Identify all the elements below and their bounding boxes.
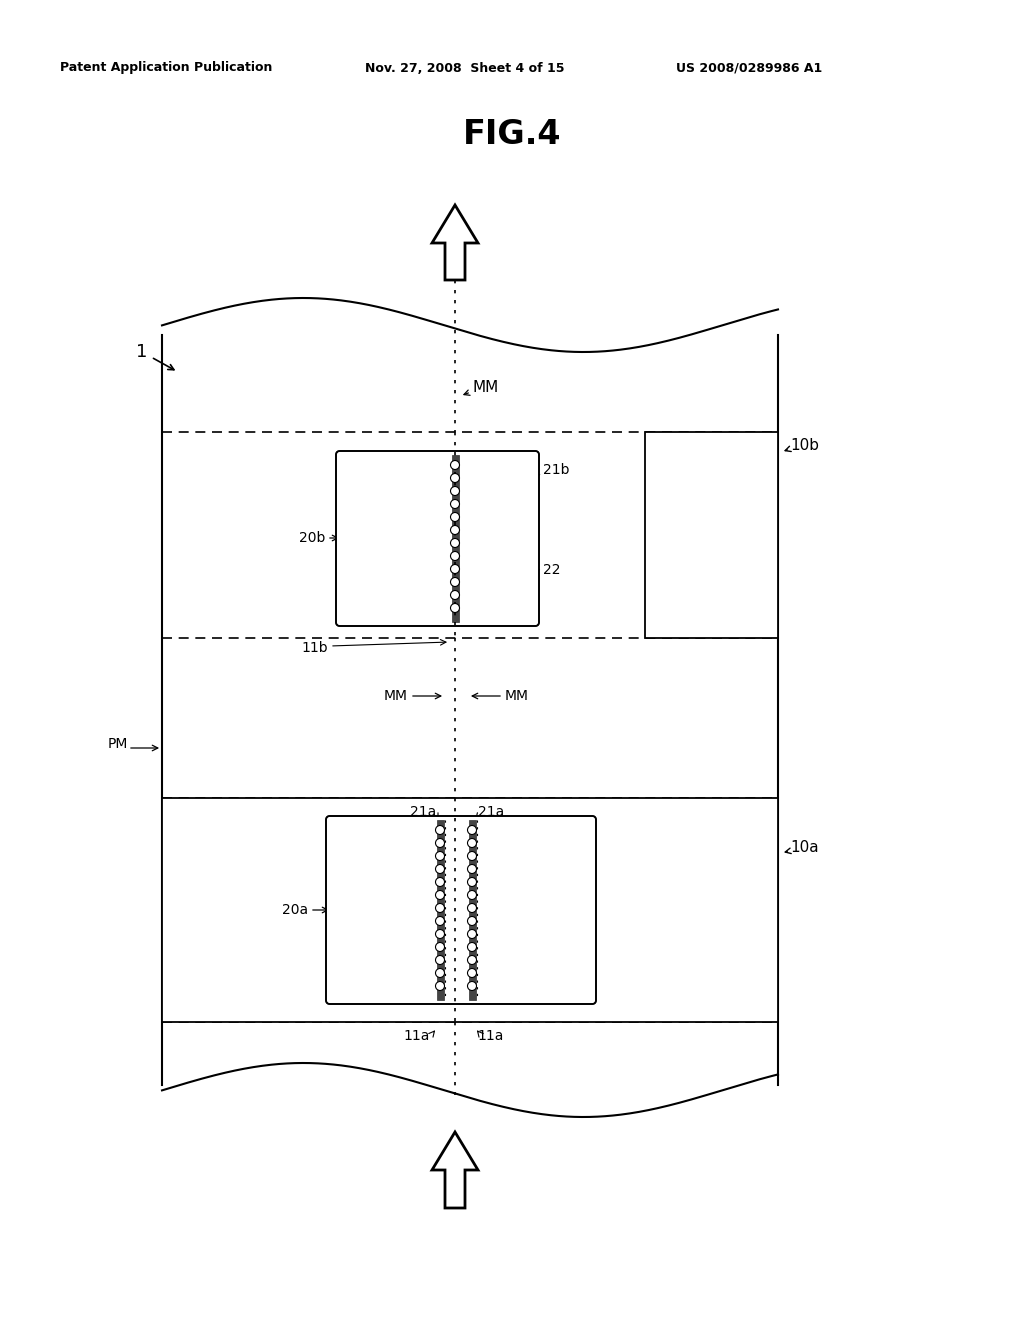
- Circle shape: [435, 878, 444, 887]
- Circle shape: [468, 865, 476, 874]
- Circle shape: [468, 929, 476, 939]
- Text: 21b: 21b: [543, 463, 569, 477]
- Circle shape: [435, 916, 444, 925]
- Circle shape: [468, 982, 476, 990]
- Text: 20b: 20b: [299, 531, 325, 545]
- Circle shape: [435, 956, 444, 965]
- Circle shape: [468, 838, 476, 847]
- Text: 11a: 11a: [477, 1030, 504, 1043]
- Bar: [469, 820, 475, 1001]
- Circle shape: [468, 956, 476, 965]
- Text: 21a: 21a: [478, 805, 504, 818]
- Circle shape: [435, 838, 444, 847]
- Bar: [645, 432, 778, 638]
- Text: 11a: 11a: [403, 1030, 430, 1043]
- Text: MM: MM: [384, 689, 408, 704]
- Text: MM: MM: [505, 689, 529, 704]
- Circle shape: [468, 878, 476, 887]
- Polygon shape: [432, 205, 478, 280]
- Text: Nov. 27, 2008  Sheet 4 of 15: Nov. 27, 2008 Sheet 4 of 15: [365, 62, 564, 74]
- Circle shape: [435, 969, 444, 978]
- Circle shape: [435, 982, 444, 990]
- FancyBboxPatch shape: [326, 816, 596, 1005]
- Circle shape: [451, 552, 460, 561]
- Circle shape: [435, 851, 444, 861]
- Circle shape: [451, 603, 460, 612]
- Bar: [162, 799, 778, 1022]
- Circle shape: [435, 891, 444, 899]
- Text: 22: 22: [543, 564, 560, 577]
- Circle shape: [451, 590, 460, 599]
- Circle shape: [435, 825, 444, 834]
- FancyBboxPatch shape: [336, 451, 539, 626]
- Circle shape: [435, 865, 444, 874]
- Text: FIG.4: FIG.4: [463, 119, 561, 152]
- Circle shape: [451, 565, 460, 573]
- Circle shape: [468, 916, 476, 925]
- Polygon shape: [432, 1133, 478, 1208]
- Circle shape: [451, 499, 460, 508]
- Circle shape: [468, 969, 476, 978]
- Text: Patent Application Publication: Patent Application Publication: [60, 62, 272, 74]
- Circle shape: [451, 525, 460, 535]
- Circle shape: [435, 903, 444, 912]
- Circle shape: [435, 929, 444, 939]
- Text: PM: PM: [108, 737, 128, 751]
- Circle shape: [451, 461, 460, 470]
- Bar: [436, 820, 443, 1001]
- Circle shape: [451, 578, 460, 586]
- Text: 11b: 11b: [301, 642, 328, 655]
- Circle shape: [468, 851, 476, 861]
- Circle shape: [435, 942, 444, 952]
- Text: 10a: 10a: [790, 841, 818, 855]
- Circle shape: [451, 512, 460, 521]
- Text: US 2008/0289986 A1: US 2008/0289986 A1: [676, 62, 822, 74]
- Bar: [452, 455, 459, 622]
- Text: 22: 22: [484, 923, 502, 937]
- Circle shape: [468, 825, 476, 834]
- Circle shape: [451, 539, 460, 548]
- Circle shape: [468, 903, 476, 912]
- Text: 20a: 20a: [282, 903, 308, 917]
- Text: 22: 22: [340, 923, 357, 937]
- Text: MM: MM: [472, 380, 499, 396]
- Circle shape: [468, 942, 476, 952]
- Text: 21a: 21a: [410, 805, 436, 818]
- Text: 1: 1: [135, 343, 147, 360]
- Circle shape: [451, 487, 460, 495]
- Circle shape: [451, 474, 460, 483]
- Circle shape: [468, 891, 476, 899]
- Text: 10b: 10b: [790, 438, 819, 454]
